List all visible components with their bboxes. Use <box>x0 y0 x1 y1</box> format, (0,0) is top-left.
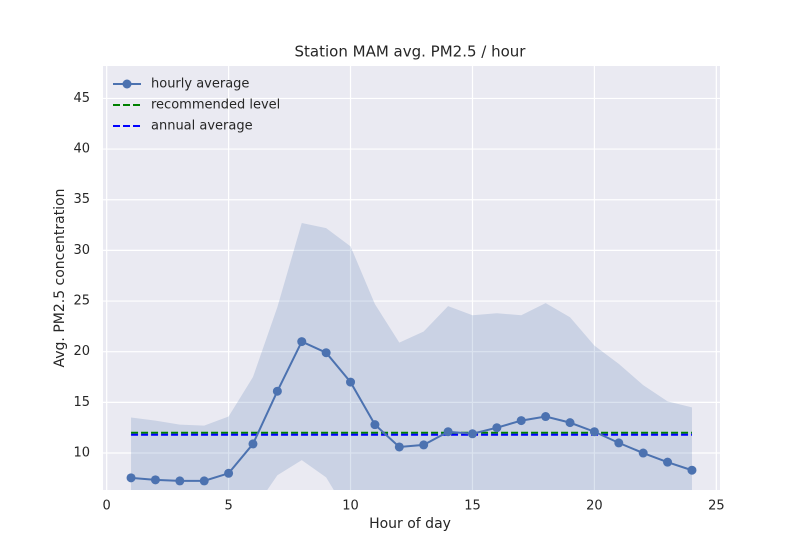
y-tick-label: 10 <box>73 446 90 461</box>
data-point <box>297 337 307 347</box>
data-point <box>370 420 380 430</box>
x-axis-label: Hour of day <box>369 516 451 532</box>
data-point <box>638 448 648 458</box>
confidence-band <box>131 223 692 490</box>
plot-area <box>126 223 697 490</box>
plot-background <box>103 66 720 490</box>
data-point <box>248 439 258 449</box>
y-tick-label: 40 <box>73 142 90 157</box>
y-tick-label: 15 <box>73 395 90 410</box>
data-point <box>419 440 429 450</box>
data-point <box>346 377 356 387</box>
legend: hourly average recommended level annual av… <box>113 77 280 134</box>
x-tick-label: 10 <box>342 499 359 514</box>
y-tick-label: 35 <box>73 192 90 207</box>
data-point <box>199 476 209 486</box>
data-point <box>492 423 502 433</box>
data-point <box>224 468 234 478</box>
data-point <box>126 473 136 483</box>
x-tick-label: 0 <box>103 499 111 514</box>
x-tick-label: 20 <box>586 499 603 514</box>
y-axis-label: Avg. PM2.5 concentration <box>52 188 68 367</box>
data-point <box>687 465 697 475</box>
x-tick-label: 25 <box>708 499 725 514</box>
data-point <box>175 476 185 486</box>
y-tick-label: 30 <box>73 243 90 258</box>
legend-label: annual average <box>151 119 253 134</box>
data-point <box>614 438 624 448</box>
data-point <box>394 442 404 452</box>
data-point <box>565 418 575 428</box>
y-tick-label: 20 <box>73 344 90 359</box>
chart-title: Station MAM avg. PM2.5 / hour <box>295 43 527 61</box>
data-point <box>541 412 551 422</box>
data-point <box>467 429 477 439</box>
legend-label: recommended level <box>151 98 280 113</box>
x-tick-label: 5 <box>224 499 232 514</box>
legend-marker <box>122 79 132 89</box>
grid <box>103 66 720 490</box>
legend-label: hourly average <box>151 77 249 92</box>
x-tick-label: 15 <box>464 499 481 514</box>
data-point <box>272 386 282 396</box>
data-point <box>589 427 599 437</box>
y-tick-label: 25 <box>73 294 90 309</box>
data-point <box>663 457 673 467</box>
y-tick-label: 45 <box>73 91 90 106</box>
data-point <box>321 348 331 358</box>
data-point <box>150 475 160 485</box>
data-point <box>443 427 453 437</box>
data-point <box>516 416 526 426</box>
